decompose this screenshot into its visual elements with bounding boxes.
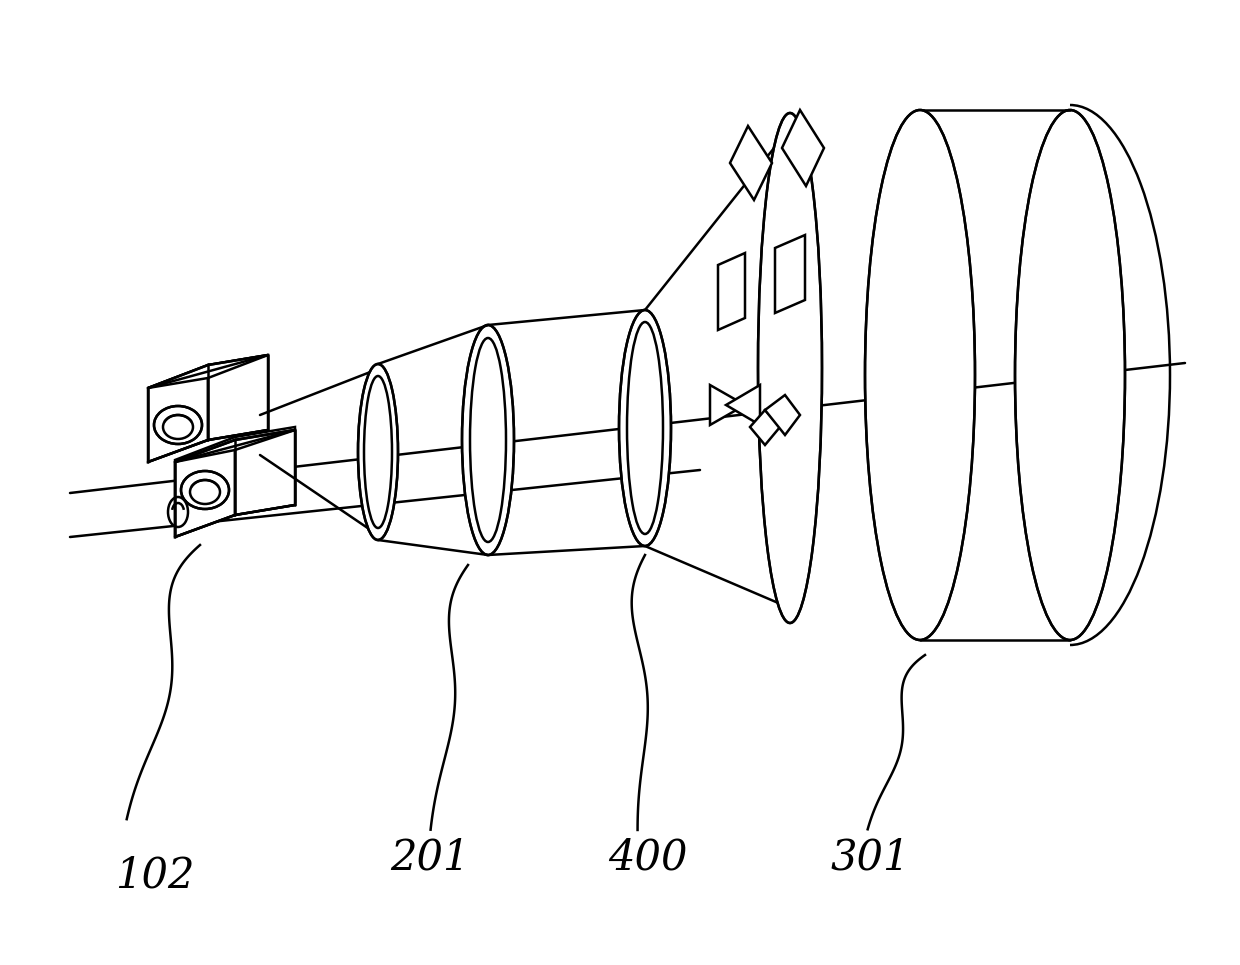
Polygon shape bbox=[730, 126, 773, 200]
Polygon shape bbox=[750, 410, 780, 445]
Polygon shape bbox=[711, 385, 745, 425]
Ellipse shape bbox=[463, 325, 515, 555]
Polygon shape bbox=[148, 365, 208, 462]
Polygon shape bbox=[175, 440, 236, 537]
Polygon shape bbox=[208, 355, 268, 440]
Polygon shape bbox=[782, 110, 825, 186]
Ellipse shape bbox=[181, 471, 229, 509]
Polygon shape bbox=[725, 385, 760, 425]
Polygon shape bbox=[765, 395, 800, 435]
Ellipse shape bbox=[1016, 110, 1125, 640]
Ellipse shape bbox=[619, 310, 671, 546]
Ellipse shape bbox=[154, 406, 202, 444]
Polygon shape bbox=[236, 430, 295, 515]
Text: 301: 301 bbox=[831, 837, 910, 879]
Ellipse shape bbox=[866, 110, 975, 640]
Text: 400: 400 bbox=[609, 837, 688, 879]
Polygon shape bbox=[175, 430, 295, 462]
Text: 201: 201 bbox=[391, 837, 470, 879]
Ellipse shape bbox=[358, 364, 398, 540]
Polygon shape bbox=[718, 253, 745, 330]
Text: 102: 102 bbox=[115, 854, 195, 896]
Polygon shape bbox=[148, 355, 268, 388]
Polygon shape bbox=[175, 427, 295, 535]
Polygon shape bbox=[775, 235, 805, 313]
Ellipse shape bbox=[758, 113, 822, 623]
